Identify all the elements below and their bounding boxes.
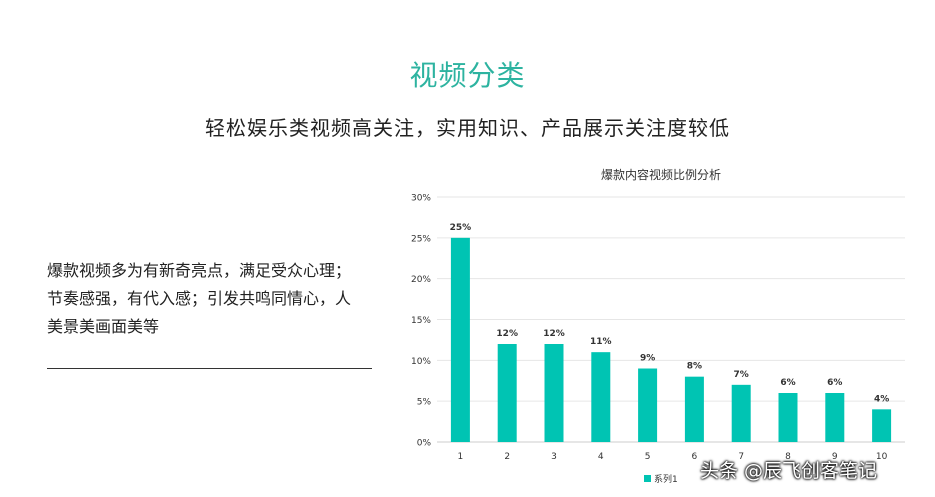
x-tick-label: 4 <box>598 452 604 462</box>
data-label: 6% <box>780 378 795 388</box>
y-tick-label: 30% <box>411 194 431 204</box>
x-tick-label: 7 <box>738 452 744 462</box>
bar <box>591 352 611 442</box>
description-line: 爆款视频多为有新奇亮点，满足受众心理； <box>47 261 352 280</box>
data-label: 4% <box>874 394 889 404</box>
x-tick-label: 10 <box>876 452 888 462</box>
data-label: 12% <box>496 329 518 339</box>
description-line: 节奏感强，有代入感；引发共鸣同情心，人 <box>47 289 352 308</box>
data-label: 11% <box>590 337 612 347</box>
y-tick-label: 10% <box>411 357 431 367</box>
x-tick-label: 8 <box>785 452 791 462</box>
bar <box>872 409 892 442</box>
x-tick-label: 6 <box>692 452 698 462</box>
y-tick-label: 20% <box>411 275 431 285</box>
x-tick-label: 9 <box>832 452 838 462</box>
x-tick-label: 3 <box>551 452 557 462</box>
data-label: 7% <box>734 370 749 380</box>
x-tick-label: 5 <box>645 452 651 462</box>
description-line: 美景美画面美等 <box>47 317 160 336</box>
data-label: 6% <box>827 378 842 388</box>
page-title: 视频分类 <box>409 59 526 92</box>
bar <box>497 344 517 442</box>
watermark: 头条 @辰飞创客笔记 <box>700 460 878 482</box>
bar <box>778 393 798 442</box>
chart-title: 爆款内容视频比例分析 <box>601 167 721 182</box>
divider-line <box>47 368 372 369</box>
bar <box>731 384 751 442</box>
y-tick-label: 0% <box>417 439 432 449</box>
legend-swatch <box>644 475 651 482</box>
y-tick-label: 25% <box>411 234 431 244</box>
bar <box>450 237 470 442</box>
x-tick-label: 2 <box>504 452 510 462</box>
description-text: 爆款视频多为有新奇亮点，满足受众心理； 节奏感强，有代入感；引发共鸣同情心，人 … <box>47 257 377 341</box>
y-tick-label: 5% <box>417 398 432 408</box>
bar <box>684 376 704 442</box>
x-tick-label: 1 <box>458 452 464 462</box>
bar <box>825 393 845 442</box>
data-label: 25% <box>450 223 472 233</box>
data-label: 12% <box>543 329 565 339</box>
data-label: 9% <box>640 354 655 364</box>
bar <box>638 368 658 442</box>
bar <box>544 344 564 442</box>
data-label: 8% <box>687 362 702 372</box>
page-subtitle: 轻松娱乐类视频高关注，实用知识、产品展示关注度较低 <box>205 116 730 140</box>
y-tick-label: 15% <box>411 316 431 326</box>
legend-label: 系列1 <box>654 473 678 485</box>
